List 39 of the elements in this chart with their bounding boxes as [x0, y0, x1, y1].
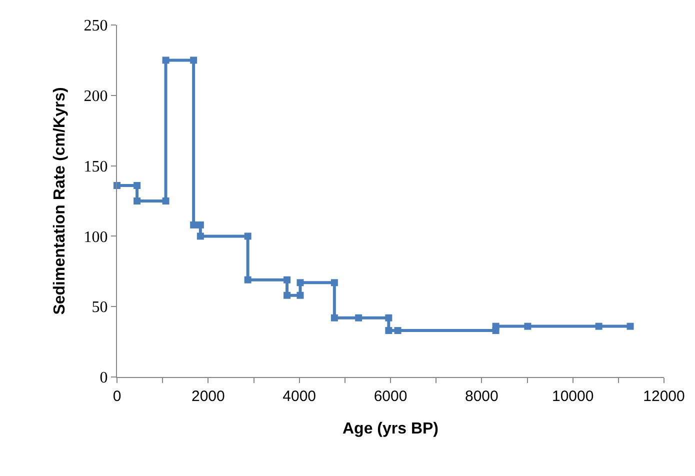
y-tick-label: 50	[92, 299, 108, 316]
y-axis-title: Sedimentation Rate (cm/Kyrs)	[52, 87, 69, 315]
point	[296, 292, 304, 299]
point	[385, 314, 392, 322]
x-tick-label: 12000	[643, 388, 685, 405]
x-tick-label: 2000	[191, 388, 225, 405]
y-tick-label: 200	[84, 88, 108, 105]
x-tick-label: 10000	[552, 388, 594, 405]
x-tick-label: 6000	[374, 388, 408, 405]
point	[162, 56, 170, 64]
point	[244, 276, 252, 284]
x-tick-label: 0	[112, 388, 122, 405]
point	[296, 279, 304, 286]
x-tick-label: 8000	[464, 388, 498, 405]
point	[162, 198, 170, 204]
point	[284, 276, 291, 284]
point	[134, 182, 141, 190]
point	[394, 327, 402, 334]
y-tick-label: 250	[84, 18, 108, 35]
point	[134, 198, 141, 204]
point	[524, 322, 532, 330]
point	[284, 292, 291, 299]
point	[196, 232, 204, 240]
point	[244, 232, 252, 240]
y-tick-label: 100	[84, 228, 108, 246]
y-tick-label: 0	[100, 370, 108, 387]
point	[492, 322, 500, 330]
point	[595, 322, 602, 330]
y-tick-label: 150	[84, 158, 108, 176]
point	[355, 314, 362, 322]
point	[196, 221, 204, 228]
point	[190, 221, 198, 228]
x-axis-title: Age (yrs BP)	[342, 420, 439, 438]
point	[330, 279, 338, 286]
point	[626, 322, 634, 330]
point	[190, 56, 198, 64]
x-tick-label: 4000	[282, 388, 316, 405]
point	[385, 327, 392, 334]
point	[330, 314, 338, 322]
